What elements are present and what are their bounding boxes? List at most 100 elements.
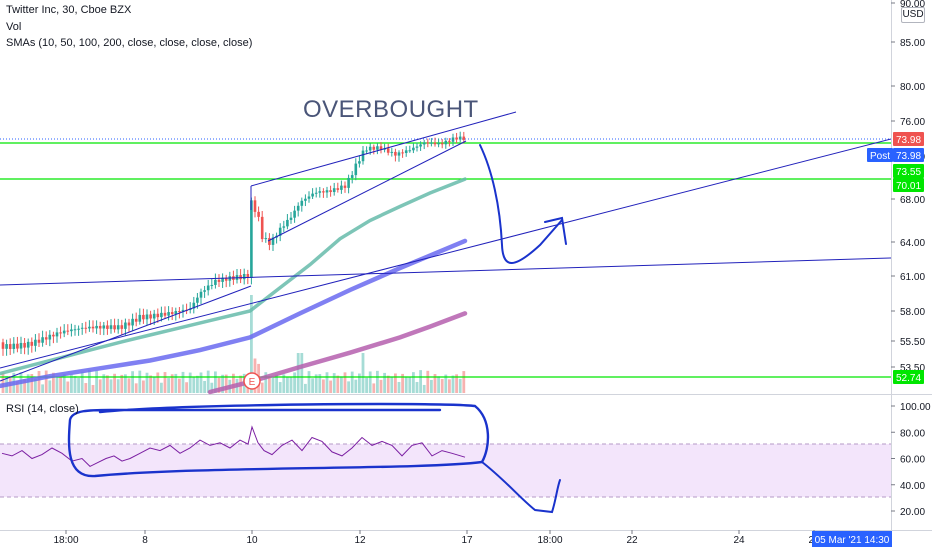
time-tick-label: 22 [626,535,638,546]
candle [365,146,368,155]
candle [210,278,214,290]
volume-bar [1,372,5,393]
symbol-legend[interactable]: Twitter Inc, 30, Cboe BZX [6,4,132,16]
volume-bar [152,377,156,393]
candle-body [131,318,134,326]
rsi-tick-label: 40.00 [900,481,925,492]
candle [437,138,440,148]
candle [404,146,408,157]
candle [390,147,394,157]
earnings-marker[interactable]: E [243,372,261,390]
price-axis[interactable]: 90.0085.0080.0076.0072.0068.0064.0061.00… [867,0,925,384]
trendlines [0,111,892,382]
price-tick-label: 85.00 [900,38,925,49]
volume-bar [383,372,386,393]
candle [19,336,23,354]
candle-body [163,312,167,316]
candle-body [379,146,383,150]
candle [12,337,16,354]
price-tick-label: 61.00 [900,272,925,283]
overbought-annotation: OVERBOUGHT [303,96,479,123]
volume-bar [77,377,80,393]
candle [419,141,422,151]
volume-bar [192,376,196,393]
candle [379,142,383,154]
candle-body [286,219,289,227]
candle [340,180,343,194]
candle [188,302,192,314]
candle [278,223,282,242]
candle [217,274,221,287]
currency-badge[interactable]: USD [901,7,925,23]
candle [350,171,354,184]
rsi-legend[interactable]: RSI (14, close) [6,403,79,415]
volume-legend[interactable]: Vol [6,21,22,33]
price-badge-bg [893,164,924,178]
price-tick-label: 55.50 [900,337,925,348]
price-tick-label: 58.00 [900,307,925,318]
trendline [267,140,467,242]
candle [314,187,318,198]
candle-body [62,330,66,334]
volume-bar [185,382,188,393]
candle-body [156,313,160,318]
time-cursor-badge: 05 Mar '21 14:30 [812,531,892,547]
volume-bar [250,295,253,393]
candle-body [91,326,95,329]
volume-bar [95,370,98,393]
candle-body [44,337,48,340]
rsi-axis[interactable]: 100.00 80.00 60.00 40.00 20.00 [891,402,931,518]
candle [264,232,268,243]
candle-body [16,343,19,349]
price-badge-label: 70.01 [896,181,921,192]
volume-bar [408,376,412,393]
candle-body [149,314,152,319]
volume-bar [217,377,221,393]
candle-body [296,205,300,211]
candle [253,196,257,218]
price-tick-label: 80.00 [900,82,925,93]
volume-bars [1,295,466,393]
candle [343,181,347,193]
time-tick-label: 24 [733,535,745,546]
price-tick-label: 64.00 [900,238,925,249]
candle-body [178,311,181,313]
candle [160,306,163,322]
candle-body [304,198,307,201]
candle-body [314,192,318,194]
candle-body [142,314,145,320]
candle [332,182,336,196]
candle [221,273,224,288]
volume-bar [37,370,41,393]
sma-legend[interactable]: SMAs (10, 50, 100, 200, close, close, cl… [6,37,253,49]
candle [451,133,455,147]
candle [206,279,210,296]
volume-bar [350,371,354,393]
candle-body [278,227,282,236]
candle-body [264,238,268,240]
volume-bar [365,377,368,393]
price-tick-label: 76.00 [900,117,925,128]
candle [401,149,404,158]
candle [304,194,307,207]
price-tick-label: 68.00 [900,195,925,206]
volume-bar [66,381,70,393]
candle [235,268,239,284]
candle [455,132,458,144]
candle [41,330,44,347]
price-badge: 52.74 [893,370,924,384]
volume-bar [358,373,361,393]
volume-bar [116,379,120,393]
volume-bar [458,378,462,393]
volume-bar [88,370,91,393]
volume-bar [422,384,426,393]
candle-body [340,185,343,190]
candle-body [55,332,59,337]
candle [102,321,106,336]
volume-bar [138,370,142,393]
candle-body [217,279,221,282]
volume-bar [307,371,311,393]
candle [430,138,433,147]
candle-body [451,137,455,142]
